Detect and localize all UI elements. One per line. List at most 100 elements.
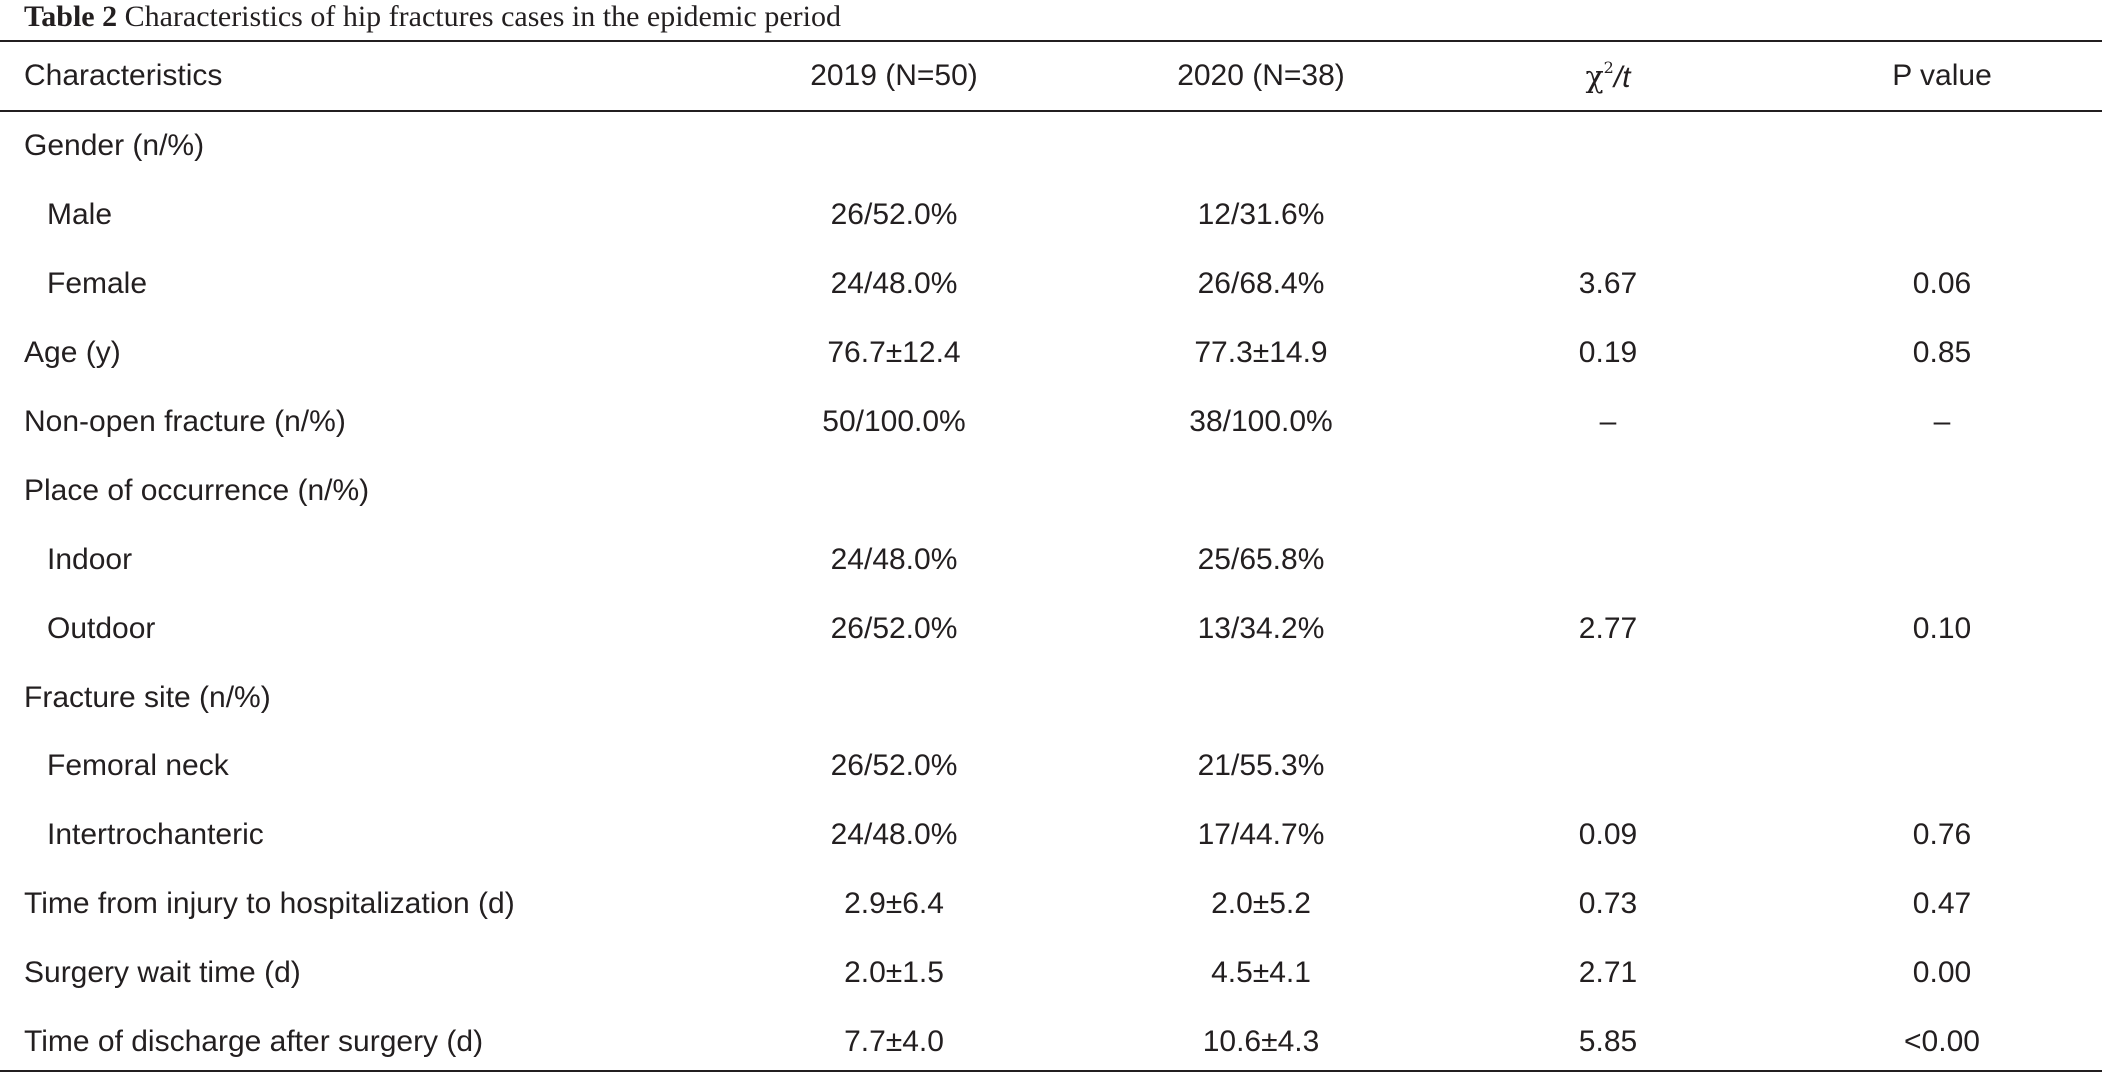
cell-statistic <box>1458 663 1758 732</box>
cell-characteristic: Femoral neck <box>47 749 229 783</box>
cell-statistic: 5.85 <box>1578 1025 1638 1059</box>
cell-p-value <box>1758 663 2102 732</box>
cell-2019: 26/52.0% <box>830 198 958 232</box>
cell-p-value: 0.85 <box>1912 336 1972 370</box>
table-row: Age (y) 76.7±12.4 77.3±14.9 0.19 0.85 <box>0 319 2102 388</box>
cell-2019: 24/48.0% <box>830 818 958 852</box>
cell-p-value <box>1758 456 2102 525</box>
cell-2020: 10.6±4.3 <box>1202 1025 1320 1059</box>
cell-statistic <box>1458 112 1758 181</box>
cell-2020: 77.3±14.9 <box>1194 336 1328 370</box>
cell-2020: 38/100.0% <box>1189 405 1333 438</box>
cell-characteristic: Surgery wait time (d) <box>24 956 301 990</box>
table-row: Intertrochanteric 24/48.0% 17/44.7% 0.09 0.7… <box>0 801 2102 870</box>
cell-characteristic: Non-open fracture (n/%) <box>24 405 346 438</box>
cell-2020 <box>1064 456 1458 525</box>
header-statistic: χ2/t <box>1458 42 1758 110</box>
table-row: Male 26/52.0% 12/31.6% <box>0 181 2102 250</box>
table-row: Indoor 24/48.0% 25/65.8% <box>0 525 2102 594</box>
cell-p-value <box>1758 181 2102 250</box>
cell-2020: 25/65.8% <box>1197 542 1325 576</box>
table-top-rule <box>0 40 2102 42</box>
cell-characteristic: Age (y) <box>24 336 121 370</box>
cell-statistic <box>1458 732 1758 801</box>
cell-p-value: – <box>1933 405 1951 438</box>
cell-2020: 17/44.7% <box>1197 818 1325 852</box>
cell-2019: 2.9±6.4 <box>844 887 944 921</box>
cell-2020: 2.0±5.2 <box>1211 887 1311 921</box>
cell-statistic <box>1458 456 1758 525</box>
cell-p-value: 0.76 <box>1912 818 1972 852</box>
cell-2020: 21/55.3% <box>1197 749 1325 783</box>
cell-p-value <box>1758 525 2102 594</box>
table-row: Female 24/48.0% 26/68.4% 3.67 0.06 <box>0 250 2102 319</box>
cell-statistic: 2.77 <box>1578 611 1638 645</box>
header-2019: 2019 (N=50) <box>810 59 978 92</box>
cell-p-value: <0.00 <box>1904 1025 1980 1059</box>
cell-statistic: 0.19 <box>1578 336 1638 370</box>
cell-characteristic: Outdoor <box>47 611 156 645</box>
table-row: Gender (n/%) <box>0 112 2102 181</box>
cell-characteristic: Male <box>47 198 113 232</box>
table-row: Surgery wait time (d) 2.0±1.5 4.5±4.1 2.71 0… <box>0 939 2102 1008</box>
table-header-rule <box>0 110 2102 112</box>
table-caption: Table 2 Characteristics of hip fractures… <box>24 0 841 34</box>
cell-characteristic: Time of discharge after surgery (d) <box>24 1025 484 1059</box>
cell-2019: 24/48.0% <box>830 267 958 301</box>
cell-p-value <box>1758 112 2102 181</box>
header-2020: 2020 (N=38) <box>1177 59 1345 92</box>
cell-2019: 50/100.0% <box>822 405 966 438</box>
cell-2019: 7.7±4.0 <box>844 1025 944 1059</box>
table-row: Time of discharge after surgery (d) 7.7±4… <box>0 1008 2102 1076</box>
table-row: Time from injury to hospitalization (d) 2… <box>0 870 2102 939</box>
header-row: Characteristics 2019 (N=50) 2020 (N=38) … <box>0 42 2102 110</box>
cell-2020 <box>1064 663 1458 732</box>
table-row: Place of occurrence (n/%) <box>0 456 2102 525</box>
table-caption-text: Characteristics of hip fractures cases i… <box>124 0 841 33</box>
table-row: Non-open fracture (n/%) 50/100.0% 38/100.0… <box>0 388 2102 457</box>
cell-p-value: 0.10 <box>1912 611 1972 645</box>
cell-p-value: 0.47 <box>1912 887 1972 921</box>
cell-statistic <box>1458 525 1758 594</box>
table-row: Outdoor 26/52.0% 13/34.2% 2.77 0.10 <box>0 594 2102 663</box>
cell-2020: 26/68.4% <box>1197 267 1325 301</box>
cell-statistic: 0.09 <box>1578 818 1638 852</box>
cell-2019 <box>724 456 1064 525</box>
table-row: Femoral neck 26/52.0% 21/55.3% <box>0 732 2102 801</box>
cell-2019 <box>724 112 1064 181</box>
cell-characteristic: Gender (n/%) <box>24 129 205 163</box>
cell-statistic: 3.67 <box>1578 267 1638 301</box>
cell-statistic: 0.73 <box>1578 887 1638 921</box>
table-caption-label: Table 2 <box>24 0 118 33</box>
cell-2020: 4.5±4.1 <box>1211 956 1311 990</box>
table-body: Gender (n/%) Male 26/52.0% 12/31.6% Female 24… <box>0 112 2102 1076</box>
table-row: Fracture site (n/%) <box>0 663 2102 732</box>
cell-statistic: 2.71 <box>1578 956 1638 990</box>
chi-symbol: χ <box>1585 59 1604 95</box>
cell-2019: 24/48.0% <box>830 542 958 576</box>
cell-2019: 76.7±12.4 <box>827 336 961 370</box>
cell-characteristic: Indoor <box>47 542 133 576</box>
cell-2019: 26/52.0% <box>830 749 958 783</box>
cell-2020: 13/34.2% <box>1197 611 1325 645</box>
cell-p-value: 0.06 <box>1912 267 1972 301</box>
characteristics-table: Characteristics 2019 (N=50) 2020 (N=38) … <box>0 42 2102 1076</box>
cell-2019 <box>724 663 1064 732</box>
cell-characteristic: Female <box>47 267 148 301</box>
cell-characteristic: Intertrochanteric <box>47 818 264 852</box>
cell-p-value <box>1758 732 2102 801</box>
cell-characteristic: Fracture site (n/%) <box>24 680 271 714</box>
cell-characteristic: Place of occurrence (n/%) <box>24 473 370 507</box>
chi-superscript: 2 <box>1603 57 1614 77</box>
cell-characteristic: Time from injury to hospitalization (d) <box>24 887 515 921</box>
cell-statistic <box>1458 181 1758 250</box>
t-suffix: /t <box>1613 60 1631 94</box>
cell-p-value: 0.00 <box>1912 956 1972 990</box>
cell-2020 <box>1064 112 1458 181</box>
table-bottom-rule <box>0 1070 2102 1072</box>
header-p-value: P value <box>1892 59 1992 92</box>
cell-statistic: – <box>1599 405 1617 438</box>
header-characteristics: Characteristics <box>24 59 223 92</box>
chi-square-symbol: χ2/t <box>1585 57 1631 95</box>
cell-2020: 12/31.6% <box>1197 198 1325 232</box>
